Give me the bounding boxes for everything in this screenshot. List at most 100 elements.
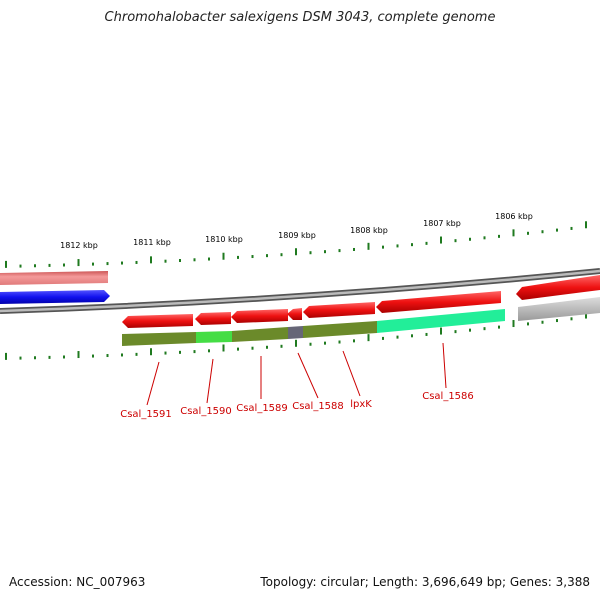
major-tick <box>222 252 225 260</box>
minor-tick <box>266 254 268 258</box>
major-tick <box>440 327 442 335</box>
minor-tick <box>19 356 22 360</box>
band-gray <box>288 326 303 339</box>
major-tick <box>367 242 370 250</box>
minor-tick <box>193 350 196 354</box>
minor-tick <box>208 257 210 261</box>
major-tick <box>5 352 7 360</box>
gene-lpxk[interactable] <box>303 302 375 318</box>
minor-tick <box>353 339 355 343</box>
minor-tick <box>324 250 326 254</box>
major-tick <box>367 334 370 342</box>
minor-tick <box>208 349 210 353</box>
minor-tick <box>556 228 558 232</box>
minor-tick <box>63 355 65 359</box>
minor-tick <box>396 335 399 339</box>
major-tick <box>150 348 152 356</box>
scale-label-1811: 1811 kbp <box>133 238 171 247</box>
minor-tick <box>48 355 51 359</box>
major-tick <box>512 320 515 328</box>
gene-forward-pink[interactable] <box>0 271 108 285</box>
bottom-scale-ticks <box>5 311 587 360</box>
accession-text: Accession: NC_007963 <box>9 575 146 589</box>
band-olive-3 <box>303 321 377 338</box>
scale-label-1808: 1808 kbp <box>350 226 388 235</box>
major-tick <box>295 248 297 256</box>
minor-tick <box>106 262 109 266</box>
gene-csal-1591[interactable] <box>122 314 193 328</box>
major-tick <box>5 260 7 268</box>
minor-tick <box>527 322 529 326</box>
band-green <box>196 331 232 343</box>
minor-tick <box>454 239 457 243</box>
label-csal-1589: Csal_1589 <box>236 403 288 414</box>
minor-tick <box>556 319 558 323</box>
top-scale-ticks <box>5 221 587 268</box>
minor-tick <box>164 259 167 263</box>
minor-tick <box>324 341 326 345</box>
minor-tick <box>411 243 413 247</box>
minor-tick <box>570 226 573 230</box>
major-tick <box>585 221 587 229</box>
minor-tick <box>527 231 529 235</box>
minor-tick <box>570 317 573 321</box>
gene-forward-red[interactable] <box>516 275 600 300</box>
minor-tick <box>411 334 413 338</box>
major-tick <box>222 344 225 352</box>
minor-tick <box>135 260 138 264</box>
band-olive-1 <box>122 332 196 346</box>
minor-tick <box>338 249 341 253</box>
minor-tick <box>483 327 486 331</box>
minor-tick <box>396 244 399 248</box>
minor-tick <box>353 247 355 251</box>
minor-tick <box>382 245 384 249</box>
gene-csal-1586[interactable] <box>376 291 501 313</box>
minor-tick <box>19 264 22 268</box>
minor-tick <box>237 347 239 351</box>
minor-tick <box>309 342 312 346</box>
minor-tick <box>541 230 544 234</box>
label-lpxk: lpxK <box>350 399 372 410</box>
scale-label-1810: 1810 kbp <box>205 235 243 244</box>
minor-tick <box>34 356 36 360</box>
minor-tick <box>193 258 196 262</box>
major-tick <box>77 259 80 267</box>
minor-tick <box>121 261 123 265</box>
minor-tick <box>251 346 254 350</box>
gene-csal-1590[interactable] <box>195 312 231 325</box>
forward-strand-genes <box>0 271 600 304</box>
major-tick <box>150 256 152 264</box>
feature-band <box>122 309 505 346</box>
major-tick <box>295 339 297 347</box>
band-cyan <box>377 309 505 333</box>
minor-tick <box>338 340 341 344</box>
scale-labels: 1812 kbp 1811 kbp 1810 kbp 1809 kbp 1808… <box>60 212 533 250</box>
topology-text: Topology: circular; Length: 3,696,649 bp… <box>260 575 590 589</box>
minor-tick <box>63 263 65 267</box>
genome-title: Chromohalobacter salexigens DSM 3043, co… <box>104 10 496 25</box>
reverse-strand-genes <box>122 291 600 328</box>
gene-csal-1588[interactable] <box>287 308 302 320</box>
minor-tick <box>498 234 500 238</box>
minor-tick <box>164 351 167 355</box>
minor-tick <box>48 263 51 267</box>
gene-gray[interactable] <box>518 297 600 321</box>
minor-tick <box>425 241 428 245</box>
minor-tick <box>280 344 283 348</box>
gene-forward-blue[interactable] <box>0 290 110 304</box>
label-csal-1588: Csal_1588 <box>292 401 344 412</box>
minor-tick <box>92 262 94 266</box>
minor-tick <box>251 255 254 259</box>
band-olive-2 <box>232 327 288 342</box>
major-tick <box>585 311 587 319</box>
minor-tick <box>92 354 94 358</box>
gene-csal-1589[interactable] <box>231 309 288 323</box>
minor-tick <box>469 328 471 332</box>
minor-tick <box>498 325 500 329</box>
minor-tick <box>179 259 181 263</box>
major-tick <box>440 236 442 244</box>
label-csal-1591: Csal_1591 <box>120 409 172 420</box>
gene-labels: Csal_1591 Csal_1590 Csal_1589 Csal_1588 … <box>120 342 474 420</box>
major-tick <box>512 229 515 237</box>
